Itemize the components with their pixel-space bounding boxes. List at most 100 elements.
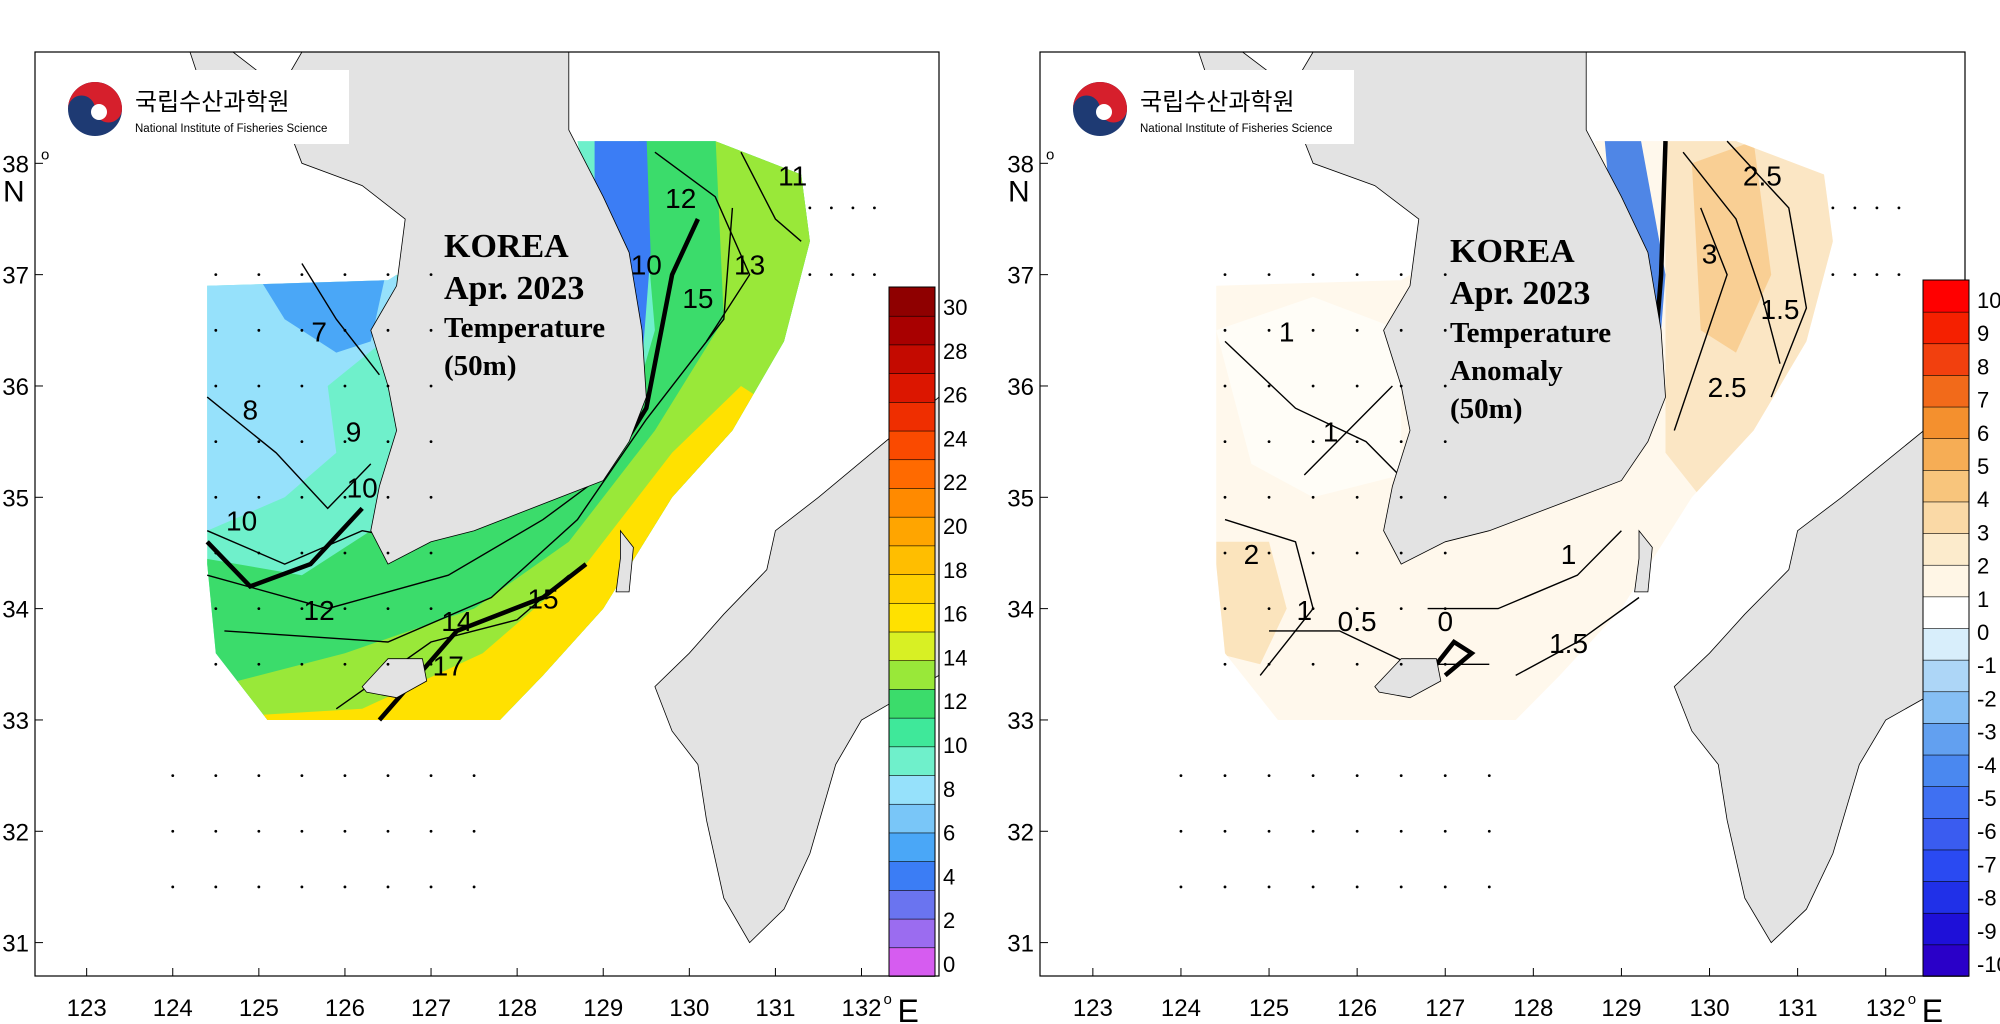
longitude-axis: 123 124 125 126 127 128 129 130 131 132 o E [1073, 968, 1943, 1024]
station-dot [1267, 495, 1271, 499]
station-dot [343, 607, 347, 611]
station-dot [214, 384, 218, 388]
lat-tick-label: 33 [2, 708, 29, 735]
station-dot [171, 885, 175, 889]
station-dot [429, 328, 433, 332]
colorbar-swatch [888, 832, 936, 862]
contour-label: 11 [778, 161, 807, 192]
station-dot [1267, 829, 1271, 833]
map-canvas: 1 1 2 1 0.5 0 1 1.5 3 1.5 2.5 2.5 [1040, 52, 1965, 976]
jeju-island [361, 658, 428, 699]
station-dot [1223, 829, 1227, 833]
colorbar-label: 18 [943, 558, 967, 583]
lon-tick-label: 130 [669, 995, 709, 1022]
contour-line [207, 474, 604, 610]
station-dot [1311, 384, 1315, 388]
contour-line [1224, 518, 1314, 676]
station-dot [1223, 273, 1227, 277]
station-dot [1223, 662, 1227, 666]
station-dot [1399, 384, 1403, 388]
colorbar-label: 7 [1977, 388, 1989, 413]
contour-label: 7 [311, 316, 327, 347]
station-dot [1267, 384, 1271, 388]
contour-label: 15 [527, 584, 558, 615]
station-dot [386, 495, 390, 499]
station-dot [1399, 328, 1403, 332]
lat-tick-label: 35 [1007, 485, 1034, 512]
colorbar-label: 1 [1977, 587, 1989, 612]
station-dot [1311, 440, 1315, 444]
station-dot [386, 328, 390, 332]
station-dot [171, 829, 175, 833]
station-dot [257, 829, 261, 833]
colorbar-swatch [888, 774, 936, 805]
station-dot [1267, 885, 1271, 889]
colorbar-label: -10 [1977, 952, 2000, 977]
colorbar-label: -4 [1977, 753, 1997, 778]
lon-degree-symbol: o [884, 991, 892, 1008]
station-dot [1443, 662, 1447, 666]
station-dot [343, 551, 347, 555]
station-dot [214, 774, 218, 778]
korea-peninsula [1286, 52, 1666, 565]
station-dot [1875, 273, 1879, 277]
station-dot [257, 440, 261, 444]
colorbar-swatch [1922, 311, 1970, 345]
colorbar-label: 30 [943, 295, 967, 320]
colorbar-swatch [1922, 659, 1970, 693]
station-dot [429, 607, 433, 611]
logo-english-name: National Institute of Fisheries Science [135, 123, 327, 135]
lat-tick-label: 33 [1007, 708, 1034, 735]
colorbar-swatch [888, 889, 936, 920]
station-dot [429, 829, 433, 833]
lon-unit-label: E [1922, 993, 1943, 1024]
lat-tick-label: 37 [2, 263, 29, 290]
station-dot [1267, 774, 1271, 778]
station-dot [1443, 774, 1447, 778]
contour-label: 1 [1323, 417, 1339, 448]
station-dot [1355, 829, 1359, 833]
colorbar-swatch [888, 860, 936, 891]
station-dot [386, 774, 390, 778]
station-dot [257, 328, 261, 332]
logo-emblem-red [68, 82, 122, 123]
lon-tick-label: 124 [1161, 995, 1201, 1022]
station-dot [1487, 885, 1491, 889]
anom-band-2 [1216, 541, 1287, 665]
colorbar-swatch [1922, 501, 1970, 534]
colorbar-label: 8 [943, 777, 955, 802]
contour-label: 15 [682, 283, 713, 314]
station-dot [1267, 662, 1271, 666]
japan-kyushu [654, 396, 939, 944]
colorbar-swatch [1922, 880, 1970, 914]
station-dot [257, 885, 261, 889]
station-dot [1399, 607, 1403, 611]
colorbar-swatch [888, 315, 936, 346]
lon-tick-label: 132 [841, 995, 881, 1022]
station-dot [214, 551, 218, 555]
contour-label: 0 [1437, 606, 1453, 637]
colorbar-label: 9 [1977, 321, 1989, 346]
station-dot [1311, 273, 1315, 277]
lon-tick-label: 128 [497, 995, 537, 1022]
map-title: KOREA Apr. 2023 Temperature (50m) [444, 228, 605, 382]
colorbar-swatch [1922, 342, 1970, 376]
station-dot [300, 273, 304, 277]
station-dot [1355, 607, 1359, 611]
map-canvas: 7 8 9 10 10 12 12 13 14 15 15 17 10 11 [35, 52, 939, 976]
contour-labels: 7 8 9 10 10 12 12 13 14 15 15 17 10 11 [226, 161, 807, 682]
station-dot [257, 273, 261, 277]
station-dot [851, 206, 855, 210]
colorbar-label: 14 [943, 645, 967, 670]
station-dot [1223, 774, 1227, 778]
contour-label: 8 [242, 394, 258, 425]
lon-tick-label: 123 [1073, 995, 1113, 1022]
colorbar-label: 28 [943, 339, 967, 364]
station-dot [1443, 607, 1447, 611]
korea-peninsula [275, 52, 647, 565]
lon-tick-label: 129 [583, 995, 623, 1022]
latitude-axis: 31 32 33 34 35 36 37 38 oN [2, 146, 49, 957]
colorbar-swatch [888, 487, 936, 518]
station-dot [1355, 328, 1359, 332]
